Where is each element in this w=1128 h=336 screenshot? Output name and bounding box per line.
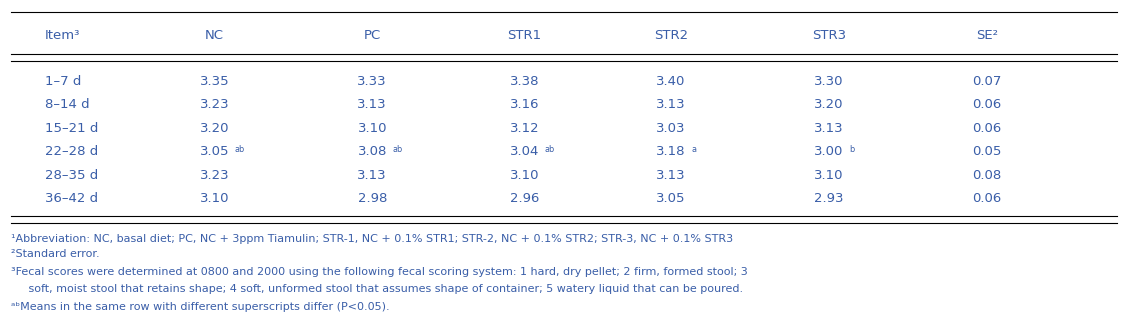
Text: 0.05: 0.05 — [972, 145, 1002, 158]
Text: 3.00: 3.00 — [814, 145, 844, 158]
Text: 0.08: 0.08 — [972, 169, 1002, 182]
Text: 3.08: 3.08 — [358, 145, 387, 158]
Text: soft, moist stool that retains shape; 4 soft, unformed stool that assumes shape : soft, moist stool that retains shape; 4 … — [11, 284, 743, 294]
Text: ³Fecal scores were determined at 0800 and 2000 using the following fecal scoring: ³Fecal scores were determined at 0800 an… — [11, 267, 748, 277]
Text: 3.13: 3.13 — [656, 98, 686, 111]
Text: PC: PC — [363, 29, 381, 42]
Text: 3.13: 3.13 — [656, 169, 686, 182]
Text: ²Standard error.: ²Standard error. — [11, 249, 100, 259]
Text: 3.10: 3.10 — [510, 169, 539, 182]
Text: 2.96: 2.96 — [510, 193, 539, 205]
Text: ¹Abbreviation: NC, basal diet; PC, NC + 3ppm Tiamulin; STR-1, NC + 0.1% STR1; ST: ¹Abbreviation: NC, basal diet; PC, NC + … — [11, 234, 733, 244]
Text: 3.13: 3.13 — [358, 98, 387, 111]
Text: 3.23: 3.23 — [200, 169, 229, 182]
Text: 15–21 d: 15–21 d — [45, 122, 98, 135]
Text: ᵃᵇMeans in the same row with different superscripts differ (P<0.05).: ᵃᵇMeans in the same row with different s… — [11, 302, 390, 312]
Text: ab: ab — [545, 145, 555, 154]
Text: 3.20: 3.20 — [814, 98, 844, 111]
Text: 3.10: 3.10 — [200, 193, 229, 205]
Text: 1–7 d: 1–7 d — [45, 75, 81, 88]
Text: 3.12: 3.12 — [510, 122, 539, 135]
Text: STR3: STR3 — [812, 29, 846, 42]
Text: 3.03: 3.03 — [656, 122, 686, 135]
Text: 3.30: 3.30 — [814, 75, 844, 88]
Text: STR1: STR1 — [508, 29, 541, 42]
Text: 3.40: 3.40 — [656, 75, 686, 88]
Text: NC: NC — [205, 29, 223, 42]
Text: 3.13: 3.13 — [358, 169, 387, 182]
Text: ab: ab — [235, 145, 245, 154]
Text: SE²: SE² — [976, 29, 998, 42]
Text: 3.16: 3.16 — [510, 98, 539, 111]
Text: 2.98: 2.98 — [358, 193, 387, 205]
Text: 3.35: 3.35 — [200, 75, 229, 88]
Text: ab: ab — [393, 145, 403, 154]
Text: STR2: STR2 — [654, 29, 688, 42]
Text: 3.05: 3.05 — [200, 145, 229, 158]
Text: 3.10: 3.10 — [814, 169, 844, 182]
Text: 3.05: 3.05 — [656, 193, 686, 205]
Text: b: b — [849, 145, 854, 154]
Text: a: a — [691, 145, 696, 154]
Text: 3.33: 3.33 — [358, 75, 387, 88]
Text: 28–35 d: 28–35 d — [45, 169, 98, 182]
Text: 2.93: 2.93 — [814, 193, 844, 205]
Text: 3.04: 3.04 — [510, 145, 539, 158]
Text: 0.06: 0.06 — [972, 122, 1002, 135]
Text: 22–28 d: 22–28 d — [45, 145, 98, 158]
Text: 0.06: 0.06 — [972, 98, 1002, 111]
Text: 36–42 d: 36–42 d — [45, 193, 98, 205]
Text: 3.10: 3.10 — [358, 122, 387, 135]
Text: 3.20: 3.20 — [200, 122, 229, 135]
Text: 3.38: 3.38 — [510, 75, 539, 88]
Text: 0.06: 0.06 — [972, 193, 1002, 205]
Text: 3.13: 3.13 — [814, 122, 844, 135]
Text: 8–14 d: 8–14 d — [45, 98, 90, 111]
Text: 0.07: 0.07 — [972, 75, 1002, 88]
Text: Item³: Item³ — [45, 29, 80, 42]
Text: 3.18: 3.18 — [656, 145, 686, 158]
Text: 3.23: 3.23 — [200, 98, 229, 111]
